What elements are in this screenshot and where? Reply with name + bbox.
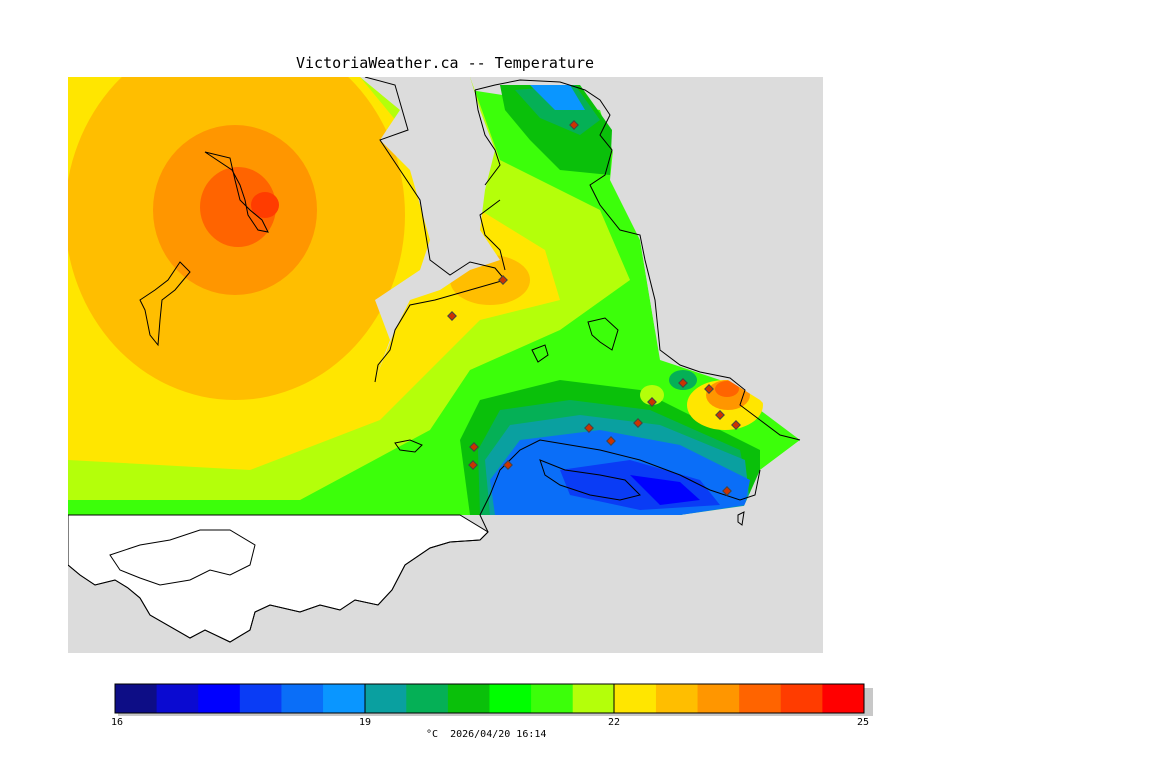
colorbar-cell	[156, 684, 199, 713]
colorbar	[114, 683, 873, 716]
land-mask-central	[360, 77, 500, 380]
colorbar-cell	[364, 684, 407, 713]
coast-southwest-island	[109, 529, 256, 586]
station-marker[interactable]	[731, 420, 741, 430]
colorbar-cell	[739, 684, 782, 713]
station-marker[interactable]	[569, 120, 579, 130]
colorbar-cell	[239, 684, 282, 713]
land-mask-east	[470, 77, 823, 653]
colorbar-cell	[780, 684, 823, 713]
coast-inner-arm	[474, 89, 501, 186]
map-frame	[68, 77, 823, 653]
coast-southwest-shore	[68, 531, 489, 643]
coast-island-a	[587, 317, 619, 351]
station-marker[interactable]	[584, 423, 594, 433]
temperature-field	[68, 77, 800, 515]
station-marker[interactable]	[633, 418, 643, 428]
coastlines	[68, 77, 801, 643]
colorbar-outline	[114, 683, 865, 714]
colorbar-cell	[281, 684, 324, 713]
colorbar-cell	[822, 684, 865, 713]
station-marker[interactable]	[722, 486, 732, 496]
colorbar-caption: °C 2026/04/20 16:14	[426, 729, 547, 740]
colorbar-label-19: 19	[359, 717, 372, 728]
station-marker[interactable]	[468, 460, 478, 470]
colorbar-cell	[531, 684, 574, 713]
weather-stations	[447, 120, 741, 496]
station-marker[interactable]	[647, 397, 657, 407]
temp-band-blue-north	[530, 85, 585, 110]
coast-small-islet	[737, 511, 745, 526]
temp-band-lime-spot	[640, 385, 664, 405]
colorbar-label-max: 25	[857, 717, 870, 728]
colorbar-cell	[323, 684, 366, 713]
coast-harbour	[539, 459, 641, 501]
colorbar-cell	[489, 684, 532, 713]
temp-band-royal-blue-south	[630, 475, 700, 505]
coast-saltspring-lake	[204, 151, 269, 233]
coast-central-peninsula	[364, 77, 506, 383]
station-marker[interactable]	[447, 311, 457, 321]
coast-island-b	[531, 344, 549, 363]
map-title: VictoriaWeather.ca -- Temperature	[296, 54, 595, 72]
colorbar-label-min: 16	[111, 717, 124, 728]
temp-band-red-orange	[251, 192, 279, 218]
colorbar-cell	[447, 684, 490, 713]
station-marker[interactable]	[469, 442, 479, 452]
colorbar-cell	[697, 684, 740, 713]
coast-north-peninsula	[474, 79, 801, 441]
coast-south-shore	[479, 439, 761, 533]
station-marker[interactable]	[715, 410, 725, 420]
colorbar-cell	[406, 684, 449, 713]
colorbar-cell	[614, 684, 657, 713]
station-marker[interactable]	[503, 460, 513, 470]
station-marker[interactable]	[498, 275, 508, 285]
station-marker[interactable]	[704, 384, 714, 394]
coast-west-lake	[139, 261, 191, 347]
colorbar-cell	[572, 684, 615, 713]
colorbar-cell	[115, 684, 158, 713]
colorbar-cell	[655, 684, 699, 713]
coast-inlet	[479, 199, 506, 271]
temp-band-dark-orange-east	[715, 381, 739, 397]
station-marker[interactable]	[678, 378, 688, 388]
coast-south-islet	[394, 439, 423, 453]
colorbar-label-22: 22	[608, 717, 621, 728]
temp-band-dark-orange	[200, 167, 276, 247]
station-marker[interactable]	[606, 436, 616, 446]
colorbar-cell	[198, 684, 241, 713]
colorbar-cells	[115, 684, 865, 713]
